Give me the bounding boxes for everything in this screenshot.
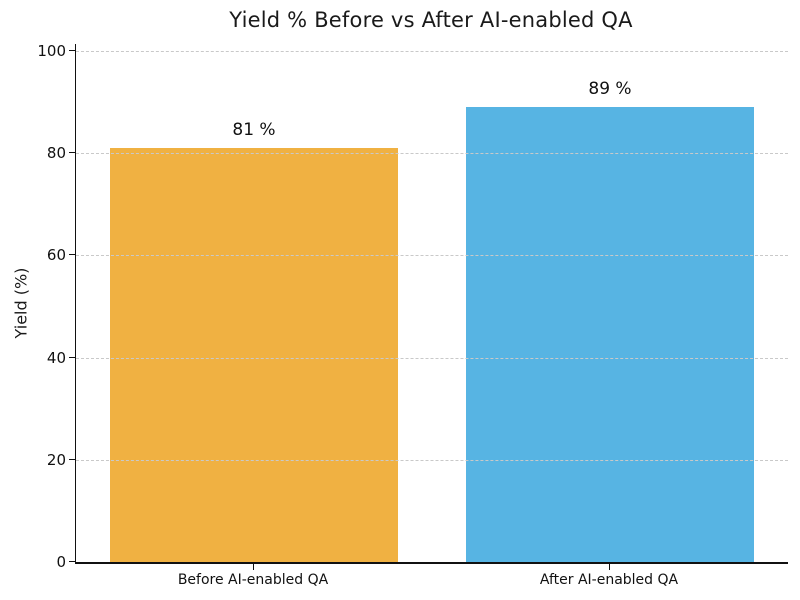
chart-title: Yield % Before vs After AI-enabled QA [229, 8, 633, 32]
y-tick-label-60: 60 [46, 246, 66, 265]
x-tick-mark-1 [609, 564, 610, 570]
bar-value-label-after: 89 % [588, 79, 632, 100]
y-tick-mark-100 [69, 50, 75, 51]
y-tick-mark-20 [69, 458, 75, 460]
y-tick-label-80: 80 [46, 144, 66, 163]
bar-after [466, 107, 754, 562]
bar-value-label-before: 81 % [232, 120, 276, 141]
y-tick-mark-40 [69, 356, 75, 358]
y-tick-mark-0 [69, 561, 75, 562]
y-tick-mark-80 [69, 152, 75, 154]
y-tick-label-100: 100 [37, 42, 66, 60]
y-tick-label-20: 20 [46, 450, 66, 469]
plot-area: 81 % 89 % [75, 44, 788, 564]
y-tick-mark-60 [69, 254, 75, 256]
gridline-100 [76, 51, 788, 52]
y-axis-label: Yield (%) [11, 267, 31, 339]
y-tick-label-0: 0 [56, 553, 66, 571]
x-tick-label-1: After AI-enabled QA [539, 572, 679, 588]
x-tick-mark-0 [253, 564, 254, 570]
x-tick-label-0: Before AI-enabled QA [177, 572, 329, 588]
bar-before [110, 148, 398, 562]
y-tick-label-40: 40 [46, 348, 66, 367]
